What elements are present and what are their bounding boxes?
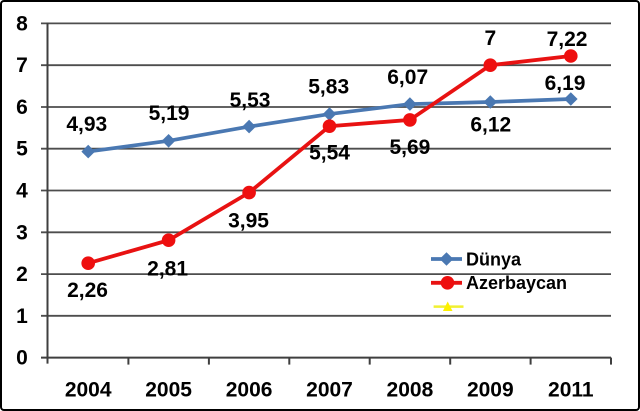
svg-text:5: 5 — [16, 138, 28, 161]
svg-text:6,19: 6,19 — [545, 72, 586, 95]
svg-text:6,07: 6,07 — [387, 66, 428, 89]
svg-text:2008: 2008 — [387, 379, 434, 402]
svg-text:Dünya: Dünya — [466, 249, 522, 269]
svg-text:2,81: 2,81 — [147, 257, 188, 280]
svg-text:6: 6 — [16, 96, 28, 119]
svg-text:0: 0 — [16, 347, 28, 370]
svg-text:3,95: 3,95 — [228, 210, 269, 233]
svg-text:Azerbaycan: Azerbaycan — [466, 273, 567, 293]
svg-text:2004: 2004 — [65, 379, 112, 402]
svg-text:7: 7 — [16, 54, 28, 77]
svg-text:8: 8 — [16, 12, 28, 35]
svg-text:2009: 2009 — [467, 379, 514, 402]
svg-text:5,69: 5,69 — [389, 136, 430, 159]
svg-text:6,12: 6,12 — [470, 114, 511, 137]
svg-text:2: 2 — [16, 263, 28, 286]
svg-text:2005: 2005 — [145, 379, 192, 402]
svg-text:2006: 2006 — [226, 379, 273, 402]
svg-text:3: 3 — [16, 221, 28, 244]
svg-text:5,54: 5,54 — [309, 142, 350, 165]
svg-text:2,26: 2,26 — [67, 279, 108, 302]
svg-text:7,22: 7,22 — [547, 28, 588, 51]
svg-text:2007: 2007 — [306, 379, 353, 402]
svg-text:4: 4 — [16, 180, 28, 203]
svg-text:4,93: 4,93 — [66, 113, 107, 136]
svg-text:5,83: 5,83 — [308, 76, 349, 99]
svg-text:1: 1 — [16, 305, 28, 328]
svg-text:5,19: 5,19 — [149, 102, 190, 125]
svg-text:7: 7 — [484, 27, 496, 50]
svg-text:5,53: 5,53 — [230, 89, 271, 112]
svg-text:2011: 2011 — [548, 379, 594, 402]
